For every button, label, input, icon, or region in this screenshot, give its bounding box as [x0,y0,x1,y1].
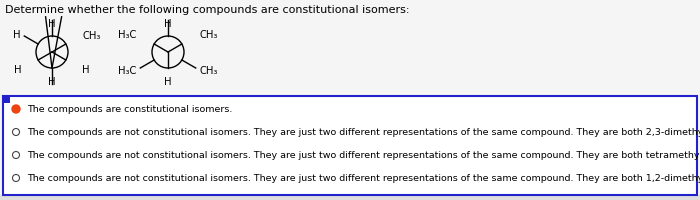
Text: H: H [13,30,20,40]
Text: CH₃: CH₃ [82,31,101,41]
Text: The compounds are not constitutional isomers. They are just two different repres: The compounds are not constitutional iso… [27,174,700,183]
Text: The compounds are constitutional isomers.: The compounds are constitutional isomers… [27,105,232,114]
Text: H: H [48,77,56,87]
Text: H₃C: H₃C [118,30,136,40]
Text: H₃C: H₃C [118,65,136,75]
Text: Determine whether the following compounds are constitutional isomers:: Determine whether the following compound… [5,5,409,15]
Text: CH₃: CH₃ [199,30,218,40]
Bar [0,195,700,200]
Text: The compounds are not constitutional isomers. They are just two different repres: The compounds are not constitutional iso… [27,151,700,160]
Text: The compounds are not constitutional isomers. They are just two different repres: The compounds are not constitutional iso… [27,128,700,137]
Text: CH₃: CH₃ [199,65,218,75]
Bar [3,97,10,103]
Text: H: H [15,64,22,74]
Text: H: H [82,64,90,74]
Text: H: H [164,77,172,87]
Circle shape [12,105,20,113]
FancyBboxPatch shape [3,97,697,195]
Text: H: H [164,19,172,29]
Text: H: H [48,19,56,29]
